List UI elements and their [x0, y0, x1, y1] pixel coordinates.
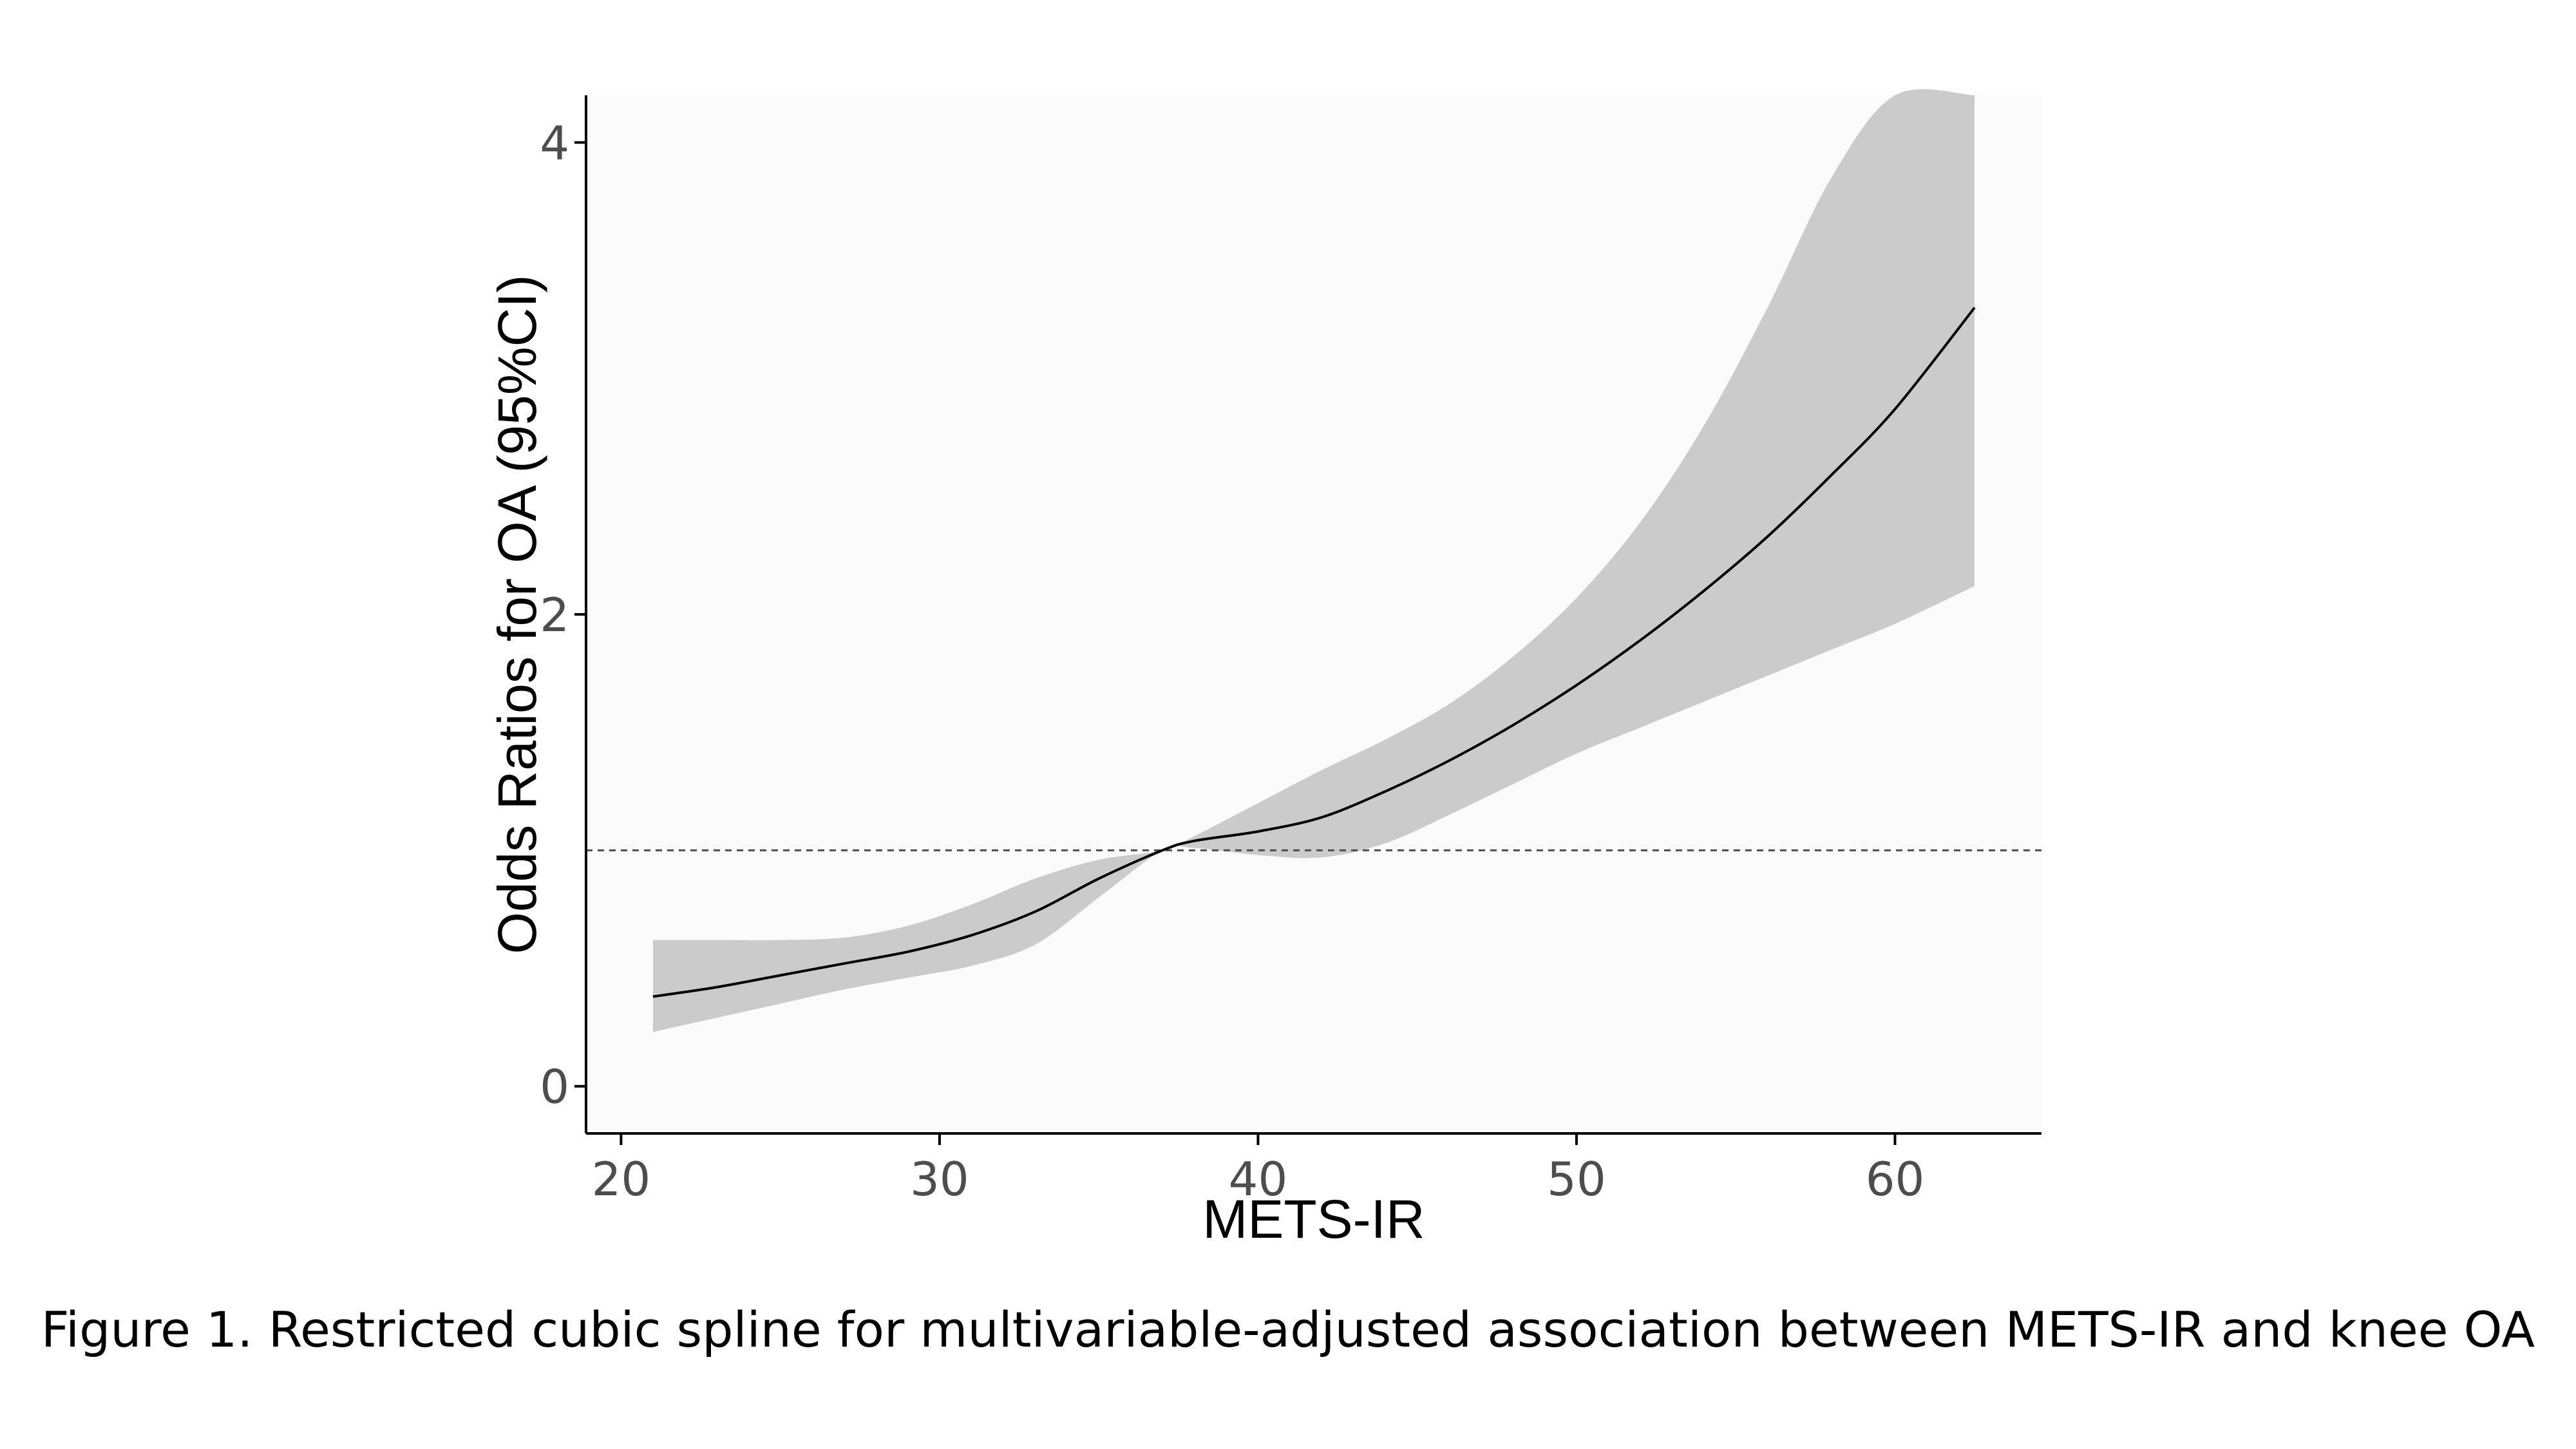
y-tick-label: 4: [540, 116, 569, 170]
y-tick-label: 2: [540, 588, 569, 642]
confidence-band: [652, 89, 1975, 1032]
x-tick-label: 60: [1866, 1152, 1925, 1206]
x-tick-label: 30: [910, 1152, 969, 1206]
x-axis-title: METS-IR: [1202, 1189, 1425, 1249]
x-tick-label: 20: [592, 1152, 651, 1206]
figure-caption: Figure 1. Restricted cubic spline for mu…: [41, 1301, 2535, 1358]
x-tick-label: 40: [1229, 1152, 1288, 1206]
odds-ratio-line: [652, 307, 1976, 998]
y-tick-label: 0: [540, 1060, 569, 1114]
y-axis-title: Odds Ratios for OA (95%CI): [487, 274, 547, 954]
x-tick-label: 50: [1547, 1152, 1606, 1206]
